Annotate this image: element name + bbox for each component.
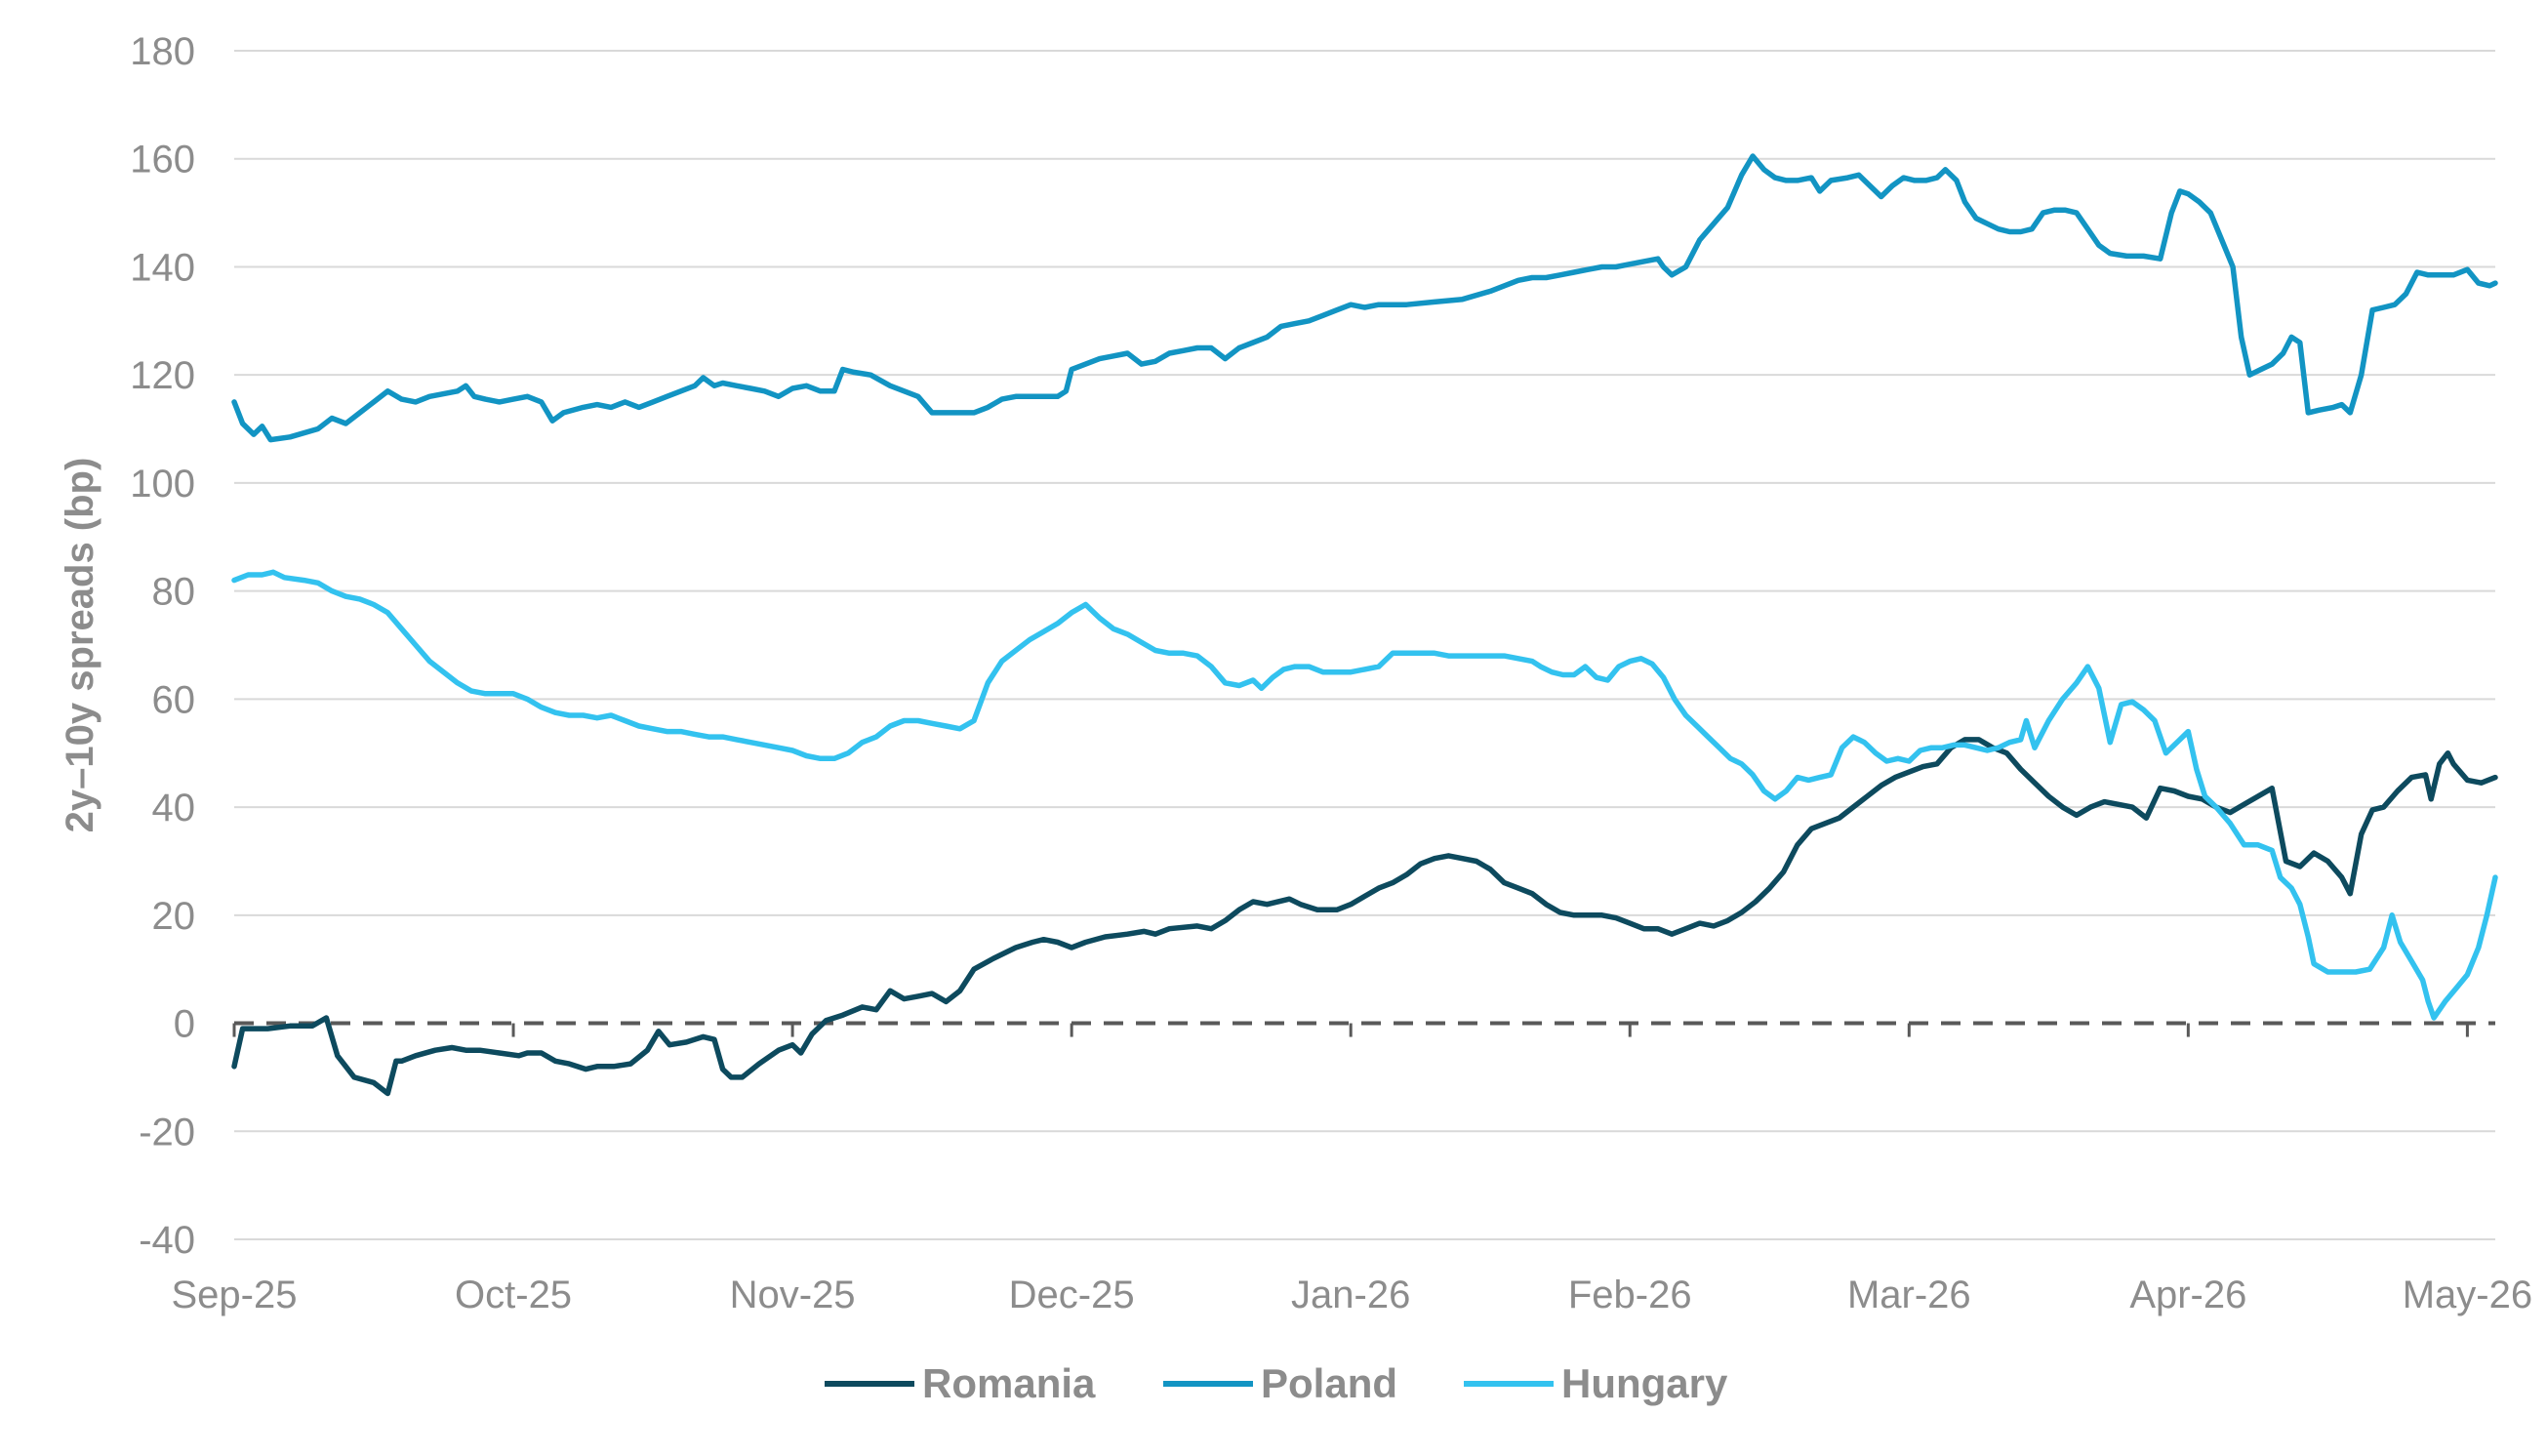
- y-tick-label: 140: [130, 246, 195, 289]
- series-line-hungary: [231, 569, 2498, 1021]
- y-tick-label: 80: [152, 571, 196, 614]
- y-tick-label: 100: [130, 463, 195, 506]
- y-tick-label: 160: [130, 139, 195, 182]
- gridlines: [234, 50, 2495, 1240]
- x-tick-label: Sep-25: [172, 1274, 298, 1316]
- x-tick-label: May-26: [2403, 1274, 2532, 1316]
- x-tick-label: Jan-26: [1291, 1274, 1410, 1316]
- y-tick-label: 120: [130, 354, 195, 397]
- series-line-romania: [231, 737, 2498, 1097]
- y-tick-label: 40: [152, 787, 196, 829]
- x-tick-label: Feb-26: [1568, 1274, 1692, 1316]
- x-tick-label: Mar-26: [1847, 1274, 1971, 1316]
- x-tick-label: Dec-25: [1009, 1274, 1135, 1316]
- legend-label-romania: Romania: [922, 1360, 1096, 1406]
- y-tick-label: 60: [152, 678, 196, 721]
- y-tick-label: 20: [152, 895, 196, 938]
- legend-label-hungary: Hungary: [1561, 1360, 1728, 1406]
- series-lines: [231, 153, 2498, 1097]
- x-tick-label: Apr-26: [2129, 1274, 2246, 1316]
- series-line-poland: [231, 153, 2498, 443]
- axes: 180 160 140 120 100 80 60 40 20 0 -20 -40 Sep-25 Oct-…: [130, 30, 2532, 1316]
- x-tick-label: Oct-25: [455, 1274, 572, 1316]
- y-tick-label: -20: [139, 1111, 195, 1153]
- x-tick-label: Nov-25: [730, 1274, 856, 1316]
- y-axis-label: 2y–10y spreads (bp): [59, 458, 101, 833]
- legend: Romania Poland Hungary: [825, 1360, 1728, 1406]
- y-tick-label: 0: [174, 1003, 195, 1046]
- y-tick-label: -40: [139, 1219, 195, 1262]
- legend-label-poland: Poland: [1261, 1360, 1397, 1406]
- y-tick-label: 180: [130, 30, 195, 73]
